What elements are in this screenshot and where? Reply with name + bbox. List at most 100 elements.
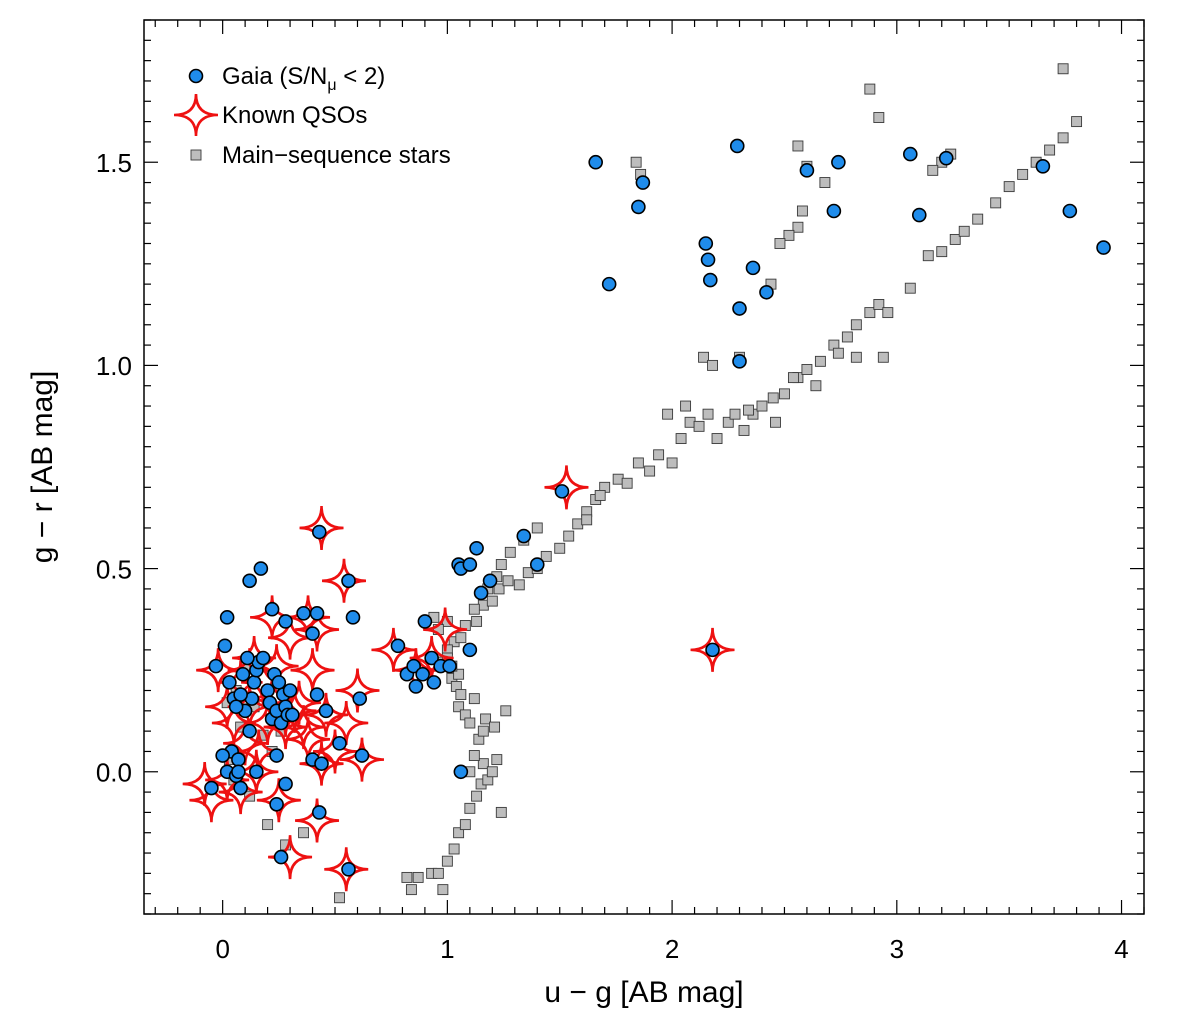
gaia-point — [309, 605, 325, 621]
gaia-point — [601, 276, 617, 292]
star-point — [850, 351, 862, 363]
data-points — [182, 63, 1111, 904]
star-point — [612, 473, 624, 485]
gaia-point — [415, 666, 430, 682]
gaia-point — [273, 849, 289, 865]
star-point — [770, 416, 781, 428]
star-point — [412, 871, 424, 883]
star-point — [796, 205, 808, 217]
gaia-point — [255, 650, 271, 666]
gaia-point — [554, 484, 570, 499]
star-point — [810, 380, 822, 392]
legend-stars-label: Main−sequence stars — [222, 142, 451, 169]
star-point — [1017, 168, 1029, 180]
gaia-point — [902, 146, 918, 162]
gaia-point — [219, 610, 235, 625]
star-point — [743, 404, 754, 416]
star-point — [841, 331, 853, 343]
x-axis-label: u − g [AB mag] — [544, 976, 743, 1009]
gaia-point — [745, 260, 761, 276]
star-point — [698, 351, 710, 363]
star-point — [554, 542, 566, 554]
star-point — [495, 806, 507, 818]
star-point — [594, 489, 606, 501]
x-tick-label-2: 2 — [665, 934, 679, 964]
star-point — [693, 420, 705, 432]
gaia-point — [231, 752, 246, 767]
star-point — [922, 250, 934, 262]
gaia-point — [352, 691, 368, 706]
star-point — [500, 705, 512, 717]
star-point — [711, 433, 723, 445]
gaia-point — [235, 666, 251, 682]
star-point — [298, 827, 310, 839]
star-point — [468, 603, 480, 615]
gaia-point — [309, 687, 325, 702]
star-point — [653, 449, 665, 461]
x-tick-label-3: 3 — [890, 934, 904, 964]
qso-point — [423, 607, 468, 652]
gaia-point — [240, 650, 255, 666]
star-point — [877, 351, 889, 363]
star-point — [464, 717, 476, 729]
star-point — [819, 177, 831, 188]
star-point — [958, 225, 970, 237]
legend-qso-label: Known QSOs — [222, 102, 367, 129]
qso-point — [294, 798, 340, 843]
gaia-point — [296, 605, 311, 621]
gaia-point — [698, 236, 714, 251]
star-point — [468, 693, 480, 705]
star-point — [1071, 116, 1083, 128]
gaia-point — [264, 601, 280, 617]
star-point — [936, 246, 948, 258]
gaia-point — [732, 354, 747, 369]
gaia-point — [1035, 158, 1051, 174]
star-point — [666, 457, 678, 469]
gaia-point — [831, 154, 846, 170]
gaia-point — [233, 687, 248, 702]
star-point — [756, 400, 768, 412]
star-point — [262, 819, 274, 831]
star-point — [990, 197, 1002, 209]
star-point — [572, 518, 584, 530]
qso-point — [256, 778, 301, 823]
star-point — [972, 213, 984, 225]
star-point — [486, 595, 498, 607]
star-point — [471, 790, 483, 802]
legend-stars-marker — [190, 149, 202, 161]
qso-point — [294, 607, 340, 652]
gaia-point — [242, 573, 257, 589]
gaia-point — [529, 557, 545, 572]
gaia-point — [233, 780, 248, 796]
star-point — [814, 355, 826, 367]
star-point — [662, 408, 674, 420]
star-point — [432, 867, 444, 879]
gaia-point — [305, 626, 320, 641]
gaia-point — [318, 703, 334, 719]
axis-ticks — [144, 19, 1145, 915]
gaia-point — [217, 638, 233, 654]
star-point — [486, 766, 498, 778]
gaia-point — [826, 203, 842, 219]
star-point — [504, 546, 516, 558]
star-point — [455, 689, 467, 701]
gaia-point — [424, 650, 439, 666]
star-point — [702, 408, 714, 420]
star-point — [684, 416, 696, 428]
gaia-point — [482, 573, 498, 589]
star-point — [477, 725, 489, 737]
gaia-point — [332, 736, 347, 751]
star-point — [632, 457, 644, 469]
star-point — [513, 579, 525, 591]
star-point — [477, 758, 489, 770]
star-point — [675, 433, 687, 445]
star-point — [477, 599, 489, 611]
gaia-point — [702, 272, 718, 288]
x-tick-label-4: 4 — [1114, 934, 1128, 964]
gaia-point — [462, 557, 478, 572]
gaia-point — [1062, 203, 1078, 219]
y-tick-label-1: 0.5 — [96, 554, 132, 584]
gaia-point — [700, 252, 716, 268]
star-point — [437, 884, 449, 896]
